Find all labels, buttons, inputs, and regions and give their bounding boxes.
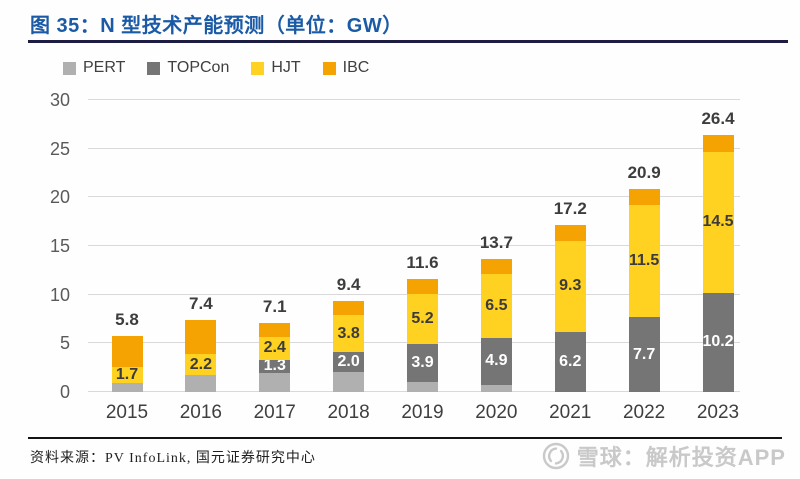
plot-area: 1.7 5.8 2015 2.2 7.4 2016 1.3 2.4 7.1 2017 2.0 3.8 9… [88, 99, 740, 423]
x-tick-label-2015: 2015 [105, 402, 149, 423]
x-tick-label-2018: 2018 [327, 402, 370, 423]
chart-legend: PERT TOPCon HJT IBC [63, 59, 369, 77]
gridline-15 [88, 245, 740, 246]
segment-hjt-2021: 9.3 [554, 241, 586, 332]
x-tick-label-2016: 2016 [179, 402, 223, 423]
segment-hjt-2022: 11.5 [628, 205, 660, 318]
bar-2022: 7.7 11.5 [628, 188, 660, 392]
bar-2020: 4.9 6.5 [480, 258, 512, 392]
legend-swatch-ibc [322, 61, 336, 75]
total-label-2022: 20.9 [627, 162, 661, 182]
segment-topcon-2020: 4.9 [480, 337, 512, 386]
watermark-text: 雪球：解析投资APP [576, 445, 786, 470]
total-label-2023: 26.4 [701, 109, 735, 129]
segment-topcon-2017: 1.3 [259, 357, 291, 374]
legend-label-pert: PERT [83, 59, 126, 76]
y-tick-label-20: 20 [49, 187, 70, 208]
segment-topcon-2021: 6.2 [554, 331, 586, 392]
segment-hjt-2020: 6.5 [480, 274, 512, 338]
segment-ibc-2016 [185, 319, 217, 355]
legend-label-ibc: IBC [342, 59, 370, 76]
chart-title: 图 35：N 型技术产能预测（单位：GW） [30, 15, 403, 37]
total-label-2018: 9.4 [336, 274, 361, 294]
bar-2016: 2.2 [185, 319, 217, 392]
segment-pert-2017 [259, 372, 291, 392]
bar-2021: 6.2 9.3 [554, 224, 586, 392]
legend-item-ibc: IBC [322, 59, 370, 77]
segment-hjt-2017: 2.4 [259, 336, 291, 360]
legend-swatch-topcon [147, 61, 161, 75]
legend-swatch-hjt [251, 61, 265, 75]
segment-topcon-2018: 2.0 [333, 352, 365, 372]
legend-item-hjt: HJT [251, 59, 301, 77]
legend-label-topcon: TOPCon [167, 59, 230, 76]
total-label-2016: 7.4 [189, 293, 213, 313]
y-tick-label-15: 15 [49, 236, 70, 256]
title-divider [28, 40, 788, 43]
x-tick-label-2022: 2022 [622, 402, 666, 423]
y-axis: 0 5 10 15 20 25 30 [22, 90, 78, 402]
footer-divider [28, 437, 782, 439]
x-tick-label-2023: 2023 [696, 402, 740, 423]
bar-2018: 2.0 3.8 [333, 300, 365, 392]
x-tick-label-2017: 2017 [253, 402, 296, 423]
segment-pert-2020 [480, 385, 512, 392]
segment-hjt-2023: 14.5 [702, 151, 734, 293]
y-tick-label-25: 25 [49, 138, 70, 159]
total-label-2021: 17.2 [553, 198, 587, 218]
segment-pert-2018 [333, 371, 365, 392]
segment-hjt-2019: 5.2 [407, 293, 438, 345]
segment-pert-2016 [185, 375, 217, 392]
x-tick-label-2021: 2021 [549, 402, 592, 423]
segment-hjt-2015: 1.7 [111, 366, 143, 384]
y-tick-label-0: 0 [59, 382, 70, 402]
x-tick-label-2019: 2019 [401, 402, 444, 423]
segment-ibc-2021 [554, 224, 586, 242]
segment-pert-2019 [407, 382, 438, 392]
gridline-30 [88, 99, 740, 100]
bar-2023: 10.2 14.5 [702, 135, 734, 392]
legend-item-pert: PERT [63, 59, 125, 77]
segment-hjt-2016: 2.2 [185, 354, 217, 376]
segment-pert-2015 [111, 383, 143, 392]
segment-ibc-2017 [259, 322, 291, 337]
y-tick-label-5: 5 [59, 333, 70, 354]
segment-ibc-2022 [628, 188, 660, 206]
segment-topcon-2023: 10.2 [702, 292, 734, 392]
bar-2017: 1.3 2.4 [259, 322, 291, 392]
watermark: 雪球：解析投资APP [542, 440, 786, 472]
total-label-2017: 7.1 [262, 296, 287, 316]
legend-swatch-pert [63, 61, 76, 75]
source-attribution: 资料来源：PV InfoLink, 国元证券研究中心 [30, 451, 316, 466]
y-tick-label-10: 10 [49, 284, 70, 305]
gridline-25 [88, 147, 740, 149]
segment-topcon-2019: 3.9 [407, 344, 438, 383]
segment-topcon-2022: 7.7 [628, 317, 660, 392]
y-tick-label-30: 30 [49, 90, 70, 110]
gridline-20 [88, 196, 740, 198]
segment-hjt-2018: 3.8 [333, 315, 365, 353]
total-label-2015: 5.8 [115, 309, 139, 329]
total-label-2019: 11.6 [406, 253, 439, 273]
bar-2015: 1.7 [111, 335, 143, 392]
total-label-2020: 13.7 [479, 232, 513, 252]
x-tick-label-2020: 2020 [475, 402, 518, 423]
bar-2019: 3.9 5.2 [407, 279, 438, 392]
snowball-logo-icon [542, 442, 569, 470]
segment-ibc-2019 [407, 279, 438, 294]
segment-ibc-2020 [480, 258, 512, 275]
legend-item-topcon: TOPCon [147, 59, 229, 77]
legend-label-hjt: HJT [271, 59, 301, 76]
segment-ibc-2015 [111, 335, 143, 367]
segment-ibc-2018 [333, 300, 365, 316]
segment-ibc-2023 [702, 135, 734, 152]
